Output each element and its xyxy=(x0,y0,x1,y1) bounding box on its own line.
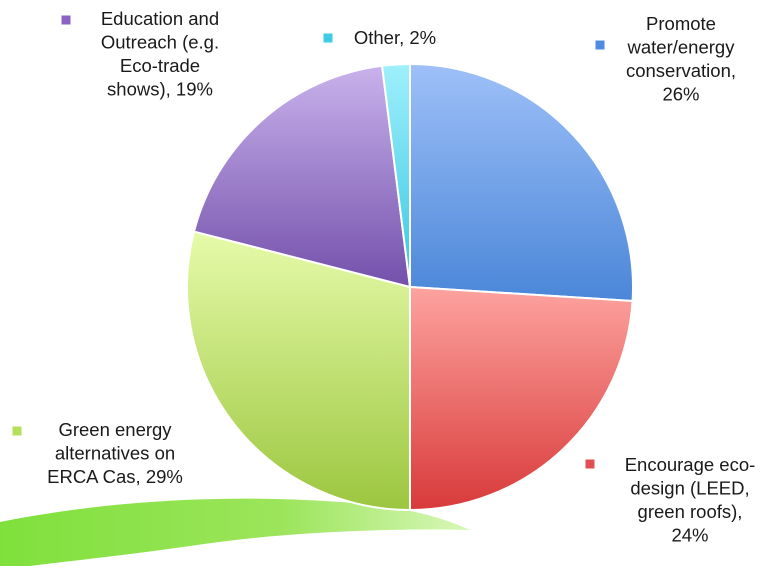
data-label-education-and-outreach-e-g-eco-trade-shows: Education and Outreach (e.g. Eco-trade show… xyxy=(101,8,219,100)
data-label-line: alternatives on xyxy=(55,443,175,464)
data-label-line: Other, 2% xyxy=(354,27,436,48)
data-label-line: Outreach (e.g. xyxy=(101,32,219,53)
data-label-line: 24% xyxy=(671,525,708,546)
pie-slice-other xyxy=(381,63,411,288)
data-label-line: shows), 19% xyxy=(107,79,213,100)
data-label-line: ERCA Cas, 29% xyxy=(47,466,183,487)
decorative-green-wave xyxy=(0,498,470,566)
data-label-line: Green energy xyxy=(58,419,172,440)
data-label-line: water/energy xyxy=(627,37,736,58)
data-label-green-energy-alternatives-on-erca-cas: Green energy alternatives on ERCA Cas, 29% xyxy=(47,419,183,487)
label-marker-green-energy-alternatives-on-erca-cas xyxy=(12,426,22,436)
data-label-promote-water-energy-conservation: Promote water/energy conservation, 26% xyxy=(626,13,736,105)
label-marker-other xyxy=(323,33,333,43)
data-label-encourage-eco-design-leed-green-roofs: Encourage eco-design (LEED, green roofs),… xyxy=(625,454,756,546)
label-marker-education-and-outreach-e-g-eco-trade-shows xyxy=(61,15,71,25)
pie-slice-education-and-outreach-e-g-eco-trade-shows xyxy=(193,64,411,288)
data-label-line: Encourage eco- xyxy=(625,454,756,475)
label-marker-promote-water-energy-conservation xyxy=(595,40,605,50)
data-label-other: Other, 2% xyxy=(354,27,436,48)
data-label-line: 26% xyxy=(662,84,699,105)
data-label-line: Eco-trade xyxy=(120,55,200,76)
label-marker-encourage-eco-design-leed-green-roofs xyxy=(585,459,595,469)
data-label-line: green roofs), xyxy=(638,501,743,522)
data-label-line: Promote xyxy=(646,13,716,34)
data-label-line: design (LEED, xyxy=(630,478,749,499)
pie-labels: Promote water/energy conservation, 26% Encou… xyxy=(12,8,756,546)
data-label-line: Education and xyxy=(101,8,219,29)
pie-slice-green-energy-alternatives-on-erca-cas xyxy=(186,230,411,511)
data-label-line: conservation, xyxy=(626,60,736,81)
pie-slice-promote-water-energy-conservation xyxy=(409,63,634,302)
pie-slices xyxy=(186,63,634,511)
pie-slice-encourage-eco-design-leed-green-roofs xyxy=(409,286,634,511)
